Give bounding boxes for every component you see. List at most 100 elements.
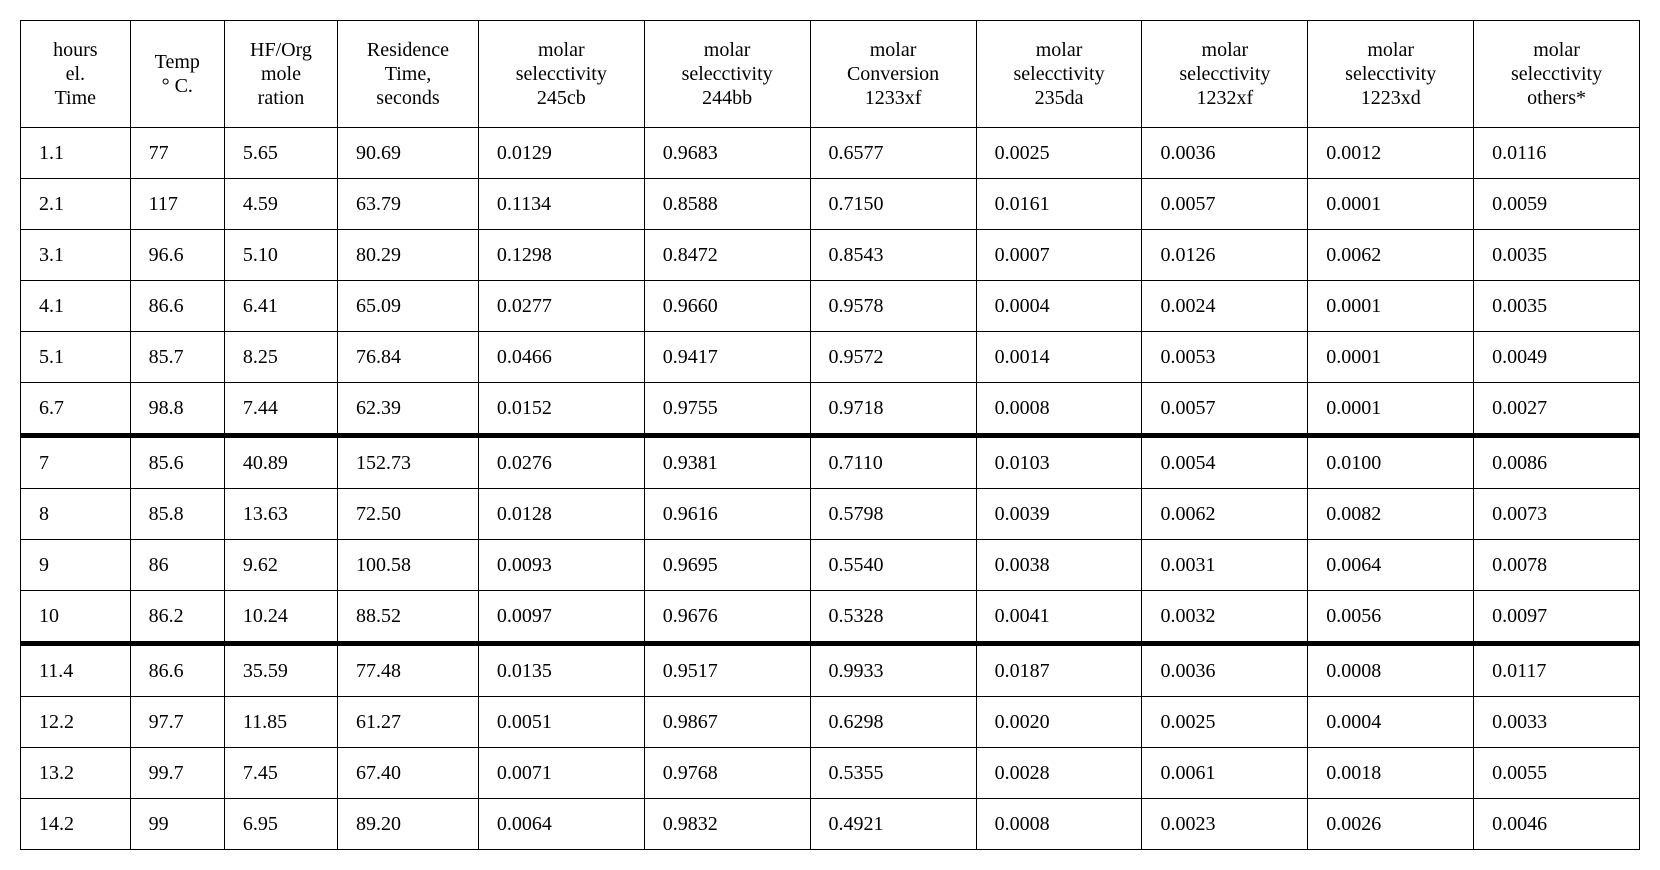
table-cell: 0.0082 <box>1308 489 1474 540</box>
table-cell: 0.0057 <box>1142 179 1308 230</box>
table-cell: 0.0064 <box>478 799 644 850</box>
table-cell: 0.7150 <box>810 179 976 230</box>
table-cell: 0.0027 <box>1474 383 1640 436</box>
table-cell: 5.65 <box>224 128 337 179</box>
table-row: 2.11174.5963.790.11340.85880.71500.01610… <box>21 179 1640 230</box>
table-row: 13.299.77.4567.400.00710.97680.53550.002… <box>21 748 1640 799</box>
table-cell: 0.0057 <box>1142 383 1308 436</box>
table-cell: 0.9660 <box>644 281 810 332</box>
table-cell: 0.0135 <box>478 644 644 697</box>
table-cell: 0.9417 <box>644 332 810 383</box>
table-cell: 0.0126 <box>1142 230 1308 281</box>
table-cell: 0.0038 <box>976 540 1142 591</box>
table-cell: 0.0187 <box>976 644 1142 697</box>
table-cell: 8.25 <box>224 332 337 383</box>
table-cell: 0.6298 <box>810 697 976 748</box>
table-row: 3.196.65.1080.290.12980.84720.85430.0007… <box>21 230 1640 281</box>
table-cell: 0.0056 <box>1308 591 1474 644</box>
table-cell: 0.0097 <box>1474 591 1640 644</box>
table-cell: 0.9718 <box>810 383 976 436</box>
table-cell: 98.8 <box>130 383 224 436</box>
table-cell: 0.0035 <box>1474 281 1640 332</box>
col-header-s1232xf: molarselecctivity1232xf <box>1142 21 1308 128</box>
table-cell: 0.9933 <box>810 644 976 697</box>
col-header-hours: hoursel.Time <box>21 21 131 128</box>
table-cell: 9 <box>21 540 131 591</box>
table-cell: 0.0032 <box>1142 591 1308 644</box>
col-header-restime: ResidenceTime,seconds <box>338 21 479 128</box>
table-cell: 40.89 <box>224 436 337 489</box>
table-cell: 0.0024 <box>1142 281 1308 332</box>
table-cell: 97.7 <box>130 697 224 748</box>
col-header-hforg: HF/Orgmoleration <box>224 21 337 128</box>
table-cell: 77.48 <box>338 644 479 697</box>
table-row: 5.185.78.2576.840.04660.94170.95720.0014… <box>21 332 1640 383</box>
table-row: 11.486.635.5977.480.01350.95170.99330.01… <box>21 644 1640 697</box>
table-cell: 0.0128 <box>478 489 644 540</box>
table-cell: 76.84 <box>338 332 479 383</box>
col-header-s245cb: molarselecctivity245cb <box>478 21 644 128</box>
table-cell: 0.0064 <box>1308 540 1474 591</box>
table-cell: 80.29 <box>338 230 479 281</box>
table-cell: 0.0129 <box>478 128 644 179</box>
table-cell: 0.0054 <box>1142 436 1308 489</box>
table-cell: 10 <box>21 591 131 644</box>
table-cell: 0.9676 <box>644 591 810 644</box>
table-cell: 100.58 <box>338 540 479 591</box>
table-cell: 0.0008 <box>976 799 1142 850</box>
table-cell: 0.1134 <box>478 179 644 230</box>
table-cell: 0.0152 <box>478 383 644 436</box>
table-cell: 0.0020 <box>976 697 1142 748</box>
table-cell: 0.0062 <box>1308 230 1474 281</box>
table-cell: 0.1298 <box>478 230 644 281</box>
table-cell: 0.7110 <box>810 436 976 489</box>
table-cell: 0.0004 <box>1308 697 1474 748</box>
table-cell: 35.59 <box>224 644 337 697</box>
table-row: 1.1775.6590.690.01290.96830.65770.00250.… <box>21 128 1640 179</box>
table-cell: 6.7 <box>21 383 131 436</box>
table-row: 6.798.87.4462.390.01520.97550.97180.0008… <box>21 383 1640 436</box>
table-cell: 0.9768 <box>644 748 810 799</box>
table-cell: 0.0093 <box>478 540 644 591</box>
table-cell: 61.27 <box>338 697 479 748</box>
table-row: 14.2996.9589.200.00640.98320.49210.00080… <box>21 799 1640 850</box>
table-cell: 5.1 <box>21 332 131 383</box>
table-cell: 0.6577 <box>810 128 976 179</box>
table-cell: 0.0041 <box>976 591 1142 644</box>
table-row: 785.640.89152.730.02760.93810.71100.0103… <box>21 436 1640 489</box>
table-cell: 6.41 <box>224 281 337 332</box>
table-cell: 0.9578 <box>810 281 976 332</box>
table-body: 1.1775.6590.690.01290.96830.65770.00250.… <box>21 128 1640 850</box>
table-cell: 0.0033 <box>1474 697 1640 748</box>
table-cell: 4.1 <box>21 281 131 332</box>
table-cell: 0.0001 <box>1308 332 1474 383</box>
table-cell: 0.0046 <box>1474 799 1640 850</box>
table-cell: 0.0026 <box>1308 799 1474 850</box>
table-cell: 0.8543 <box>810 230 976 281</box>
data-table: hoursel.Time Temp° C. HF/Orgmoleration R… <box>20 20 1640 850</box>
col-header-temp: Temp° C. <box>130 21 224 128</box>
table-cell: 11.4 <box>21 644 131 697</box>
table-cell: 0.0035 <box>1474 230 1640 281</box>
table-cell: 0.0036 <box>1142 128 1308 179</box>
table-cell: 86.2 <box>130 591 224 644</box>
table-cell: 0.9695 <box>644 540 810 591</box>
table-cell: 0.0014 <box>976 332 1142 383</box>
table-cell: 0.0008 <box>1308 644 1474 697</box>
table-cell: 0.0051 <box>478 697 644 748</box>
table-cell: 0.0001 <box>1308 383 1474 436</box>
table-cell: 13.63 <box>224 489 337 540</box>
table-cell: 7.45 <box>224 748 337 799</box>
table-cell: 9.62 <box>224 540 337 591</box>
table-cell: 0.5328 <box>810 591 976 644</box>
table-cell: 0.0466 <box>478 332 644 383</box>
table-cell: 6.95 <box>224 799 337 850</box>
table-cell: 67.40 <box>338 748 479 799</box>
table-cell: 0.9381 <box>644 436 810 489</box>
table-cell: 85.8 <box>130 489 224 540</box>
table-cell: 0.0062 <box>1142 489 1308 540</box>
table-cell: 89.20 <box>338 799 479 850</box>
table-cell: 0.0277 <box>478 281 644 332</box>
table-cell: 0.0039 <box>976 489 1142 540</box>
table-cell: 152.73 <box>338 436 479 489</box>
